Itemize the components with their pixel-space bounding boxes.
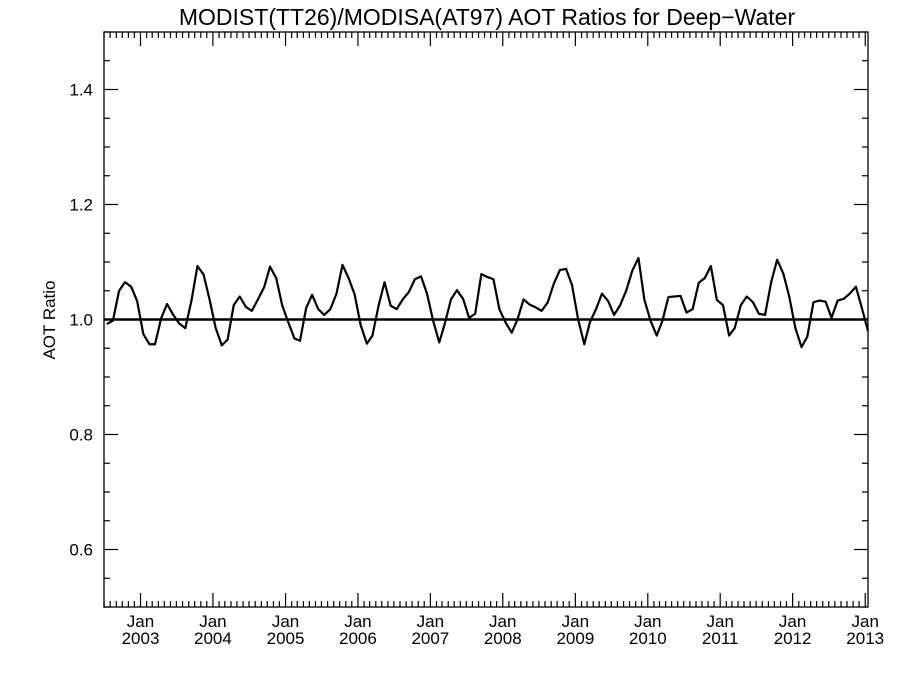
x-axis: Jan2003Jan2004Jan2005Jan2006Jan2007Jan20… [103, 32, 884, 648]
x-tick-label-month: Jan [417, 612, 444, 631]
x-tick-label-year: 2006 [339, 629, 377, 648]
x-tick-label-month: Jan [706, 612, 733, 631]
x-tick-label-month: Jan [272, 612, 299, 631]
x-tick-label-month: Jan [344, 612, 371, 631]
x-tick-label-month: Jan [489, 612, 516, 631]
x-tick-label-year: 2005 [267, 629, 305, 648]
x-tick-label-month: Jan [199, 612, 226, 631]
y-axis: 0.6 0.8 1.0 1.2 1.4 [69, 31, 868, 608]
y-tick-label: 0.8 [69, 426, 93, 445]
chart-title: MODIST(TT26)/MODISA(AT97) AOT Ratios for… [179, 4, 796, 30]
x-tick-label-month: Jan [852, 612, 879, 631]
x-tick-label-month: Jan [634, 612, 661, 631]
x-tick-label-year: 2010 [629, 629, 667, 648]
x-tick-label-month: Jan [779, 612, 806, 631]
y-tick-label: 1.4 [69, 81, 93, 100]
y-axis-label: AOT Ratio [40, 280, 59, 359]
y-tick-label: 0.6 [69, 541, 93, 560]
y-tick-label: 1.2 [69, 196, 93, 215]
x-tick-label-year: 2004 [194, 629, 232, 648]
x-tick-label-year: 2011 [702, 629, 739, 648]
series-line [106, 256, 870, 349]
x-tick-label-year: 2009 [556, 629, 594, 648]
x-tick-label-year: 2013 [846, 629, 884, 648]
x-tick-label-year: 2003 [122, 629, 160, 648]
x-tick-label-month: Jan [127, 612, 154, 631]
y-tick-label: 1.0 [69, 311, 93, 330]
x-tick-label-year: 2012 [774, 629, 812, 648]
x-tick-label-year: 2007 [411, 629, 449, 648]
x-tick-label-month: Jan [562, 612, 589, 631]
x-tick-label-year: 2008 [484, 629, 522, 648]
plot-area [104, 256, 870, 349]
